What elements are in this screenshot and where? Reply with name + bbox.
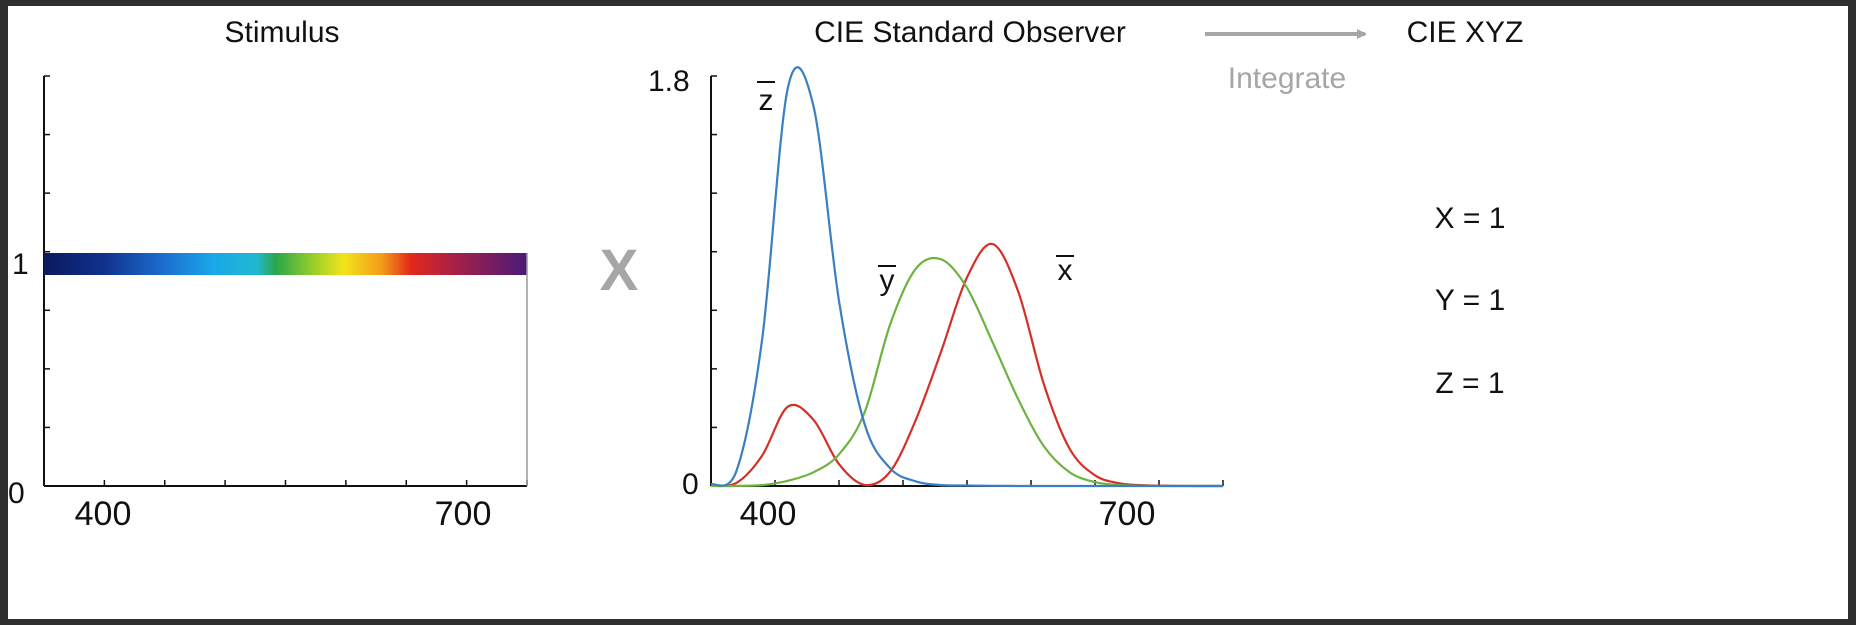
result-y: Y = 1	[1435, 284, 1505, 317]
stimulus-x-tick-label-400: 400	[75, 495, 132, 533]
observer-y-tick-label-bottom: 0	[682, 468, 699, 501]
integrate-label: Integrate	[1228, 62, 1346, 95]
multiply-symbol: X	[600, 238, 639, 303]
stimulus-title: Stimulus	[224, 16, 339, 49]
stimulus-y-tick-label-top: 1	[12, 248, 29, 281]
stimulus-y-tick-label-bottom: 0	[8, 477, 25, 510]
observer-x-tick-label-700: 700	[1099, 495, 1156, 533]
observer-x-tick-label-400: 400	[740, 495, 797, 533]
stimulus-spectrum-bar	[44, 253, 527, 275]
curve-label-z-bar: z	[759, 84, 774, 117]
curve-label-x-bar: x	[1058, 254, 1073, 287]
curve-x-bar	[711, 244, 1223, 486]
stimulus-x-tick-label-700: 700	[435, 495, 492, 533]
curve-y-bar	[711, 258, 1223, 486]
observer-title: CIE Standard Observer	[814, 16, 1126, 49]
observer-curves	[711, 67, 1223, 486]
curve-label-y-bar: y	[880, 264, 895, 297]
result-x: X = 1	[1435, 202, 1506, 235]
result-z: Z = 1	[1435, 367, 1504, 400]
observer-y-tick-label-top: 1.8	[648, 65, 690, 98]
cie-xyz-label: CIE XYZ	[1407, 16, 1524, 49]
